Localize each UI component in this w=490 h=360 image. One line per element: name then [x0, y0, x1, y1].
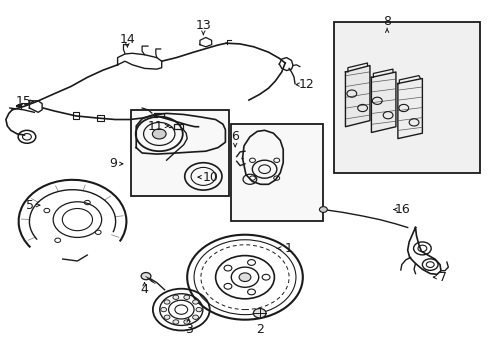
Circle shape	[173, 295, 179, 300]
Polygon shape	[398, 78, 422, 139]
Circle shape	[164, 300, 170, 304]
Bar	[174, 124, 183, 129]
Polygon shape	[371, 72, 396, 132]
Circle shape	[239, 273, 251, 282]
Circle shape	[173, 320, 179, 324]
Text: 15: 15	[16, 95, 31, 108]
Bar	[334, 22, 480, 173]
Circle shape	[152, 129, 166, 139]
Text: 7: 7	[440, 271, 447, 284]
Text: 1: 1	[285, 242, 293, 255]
Text: 9: 9	[109, 157, 117, 170]
Text: 11: 11	[148, 120, 164, 132]
Text: 14: 14	[120, 33, 135, 46]
Text: 16: 16	[395, 203, 411, 216]
Circle shape	[196, 307, 202, 312]
Text: 5: 5	[26, 199, 34, 212]
Circle shape	[319, 207, 327, 212]
Text: 8: 8	[383, 15, 391, 28]
Circle shape	[184, 295, 190, 300]
Polygon shape	[345, 66, 370, 127]
Circle shape	[184, 320, 190, 324]
Circle shape	[253, 309, 266, 318]
Text: 3: 3	[185, 323, 193, 336]
Circle shape	[193, 300, 198, 304]
Circle shape	[164, 315, 170, 319]
Circle shape	[193, 315, 198, 319]
Bar	[73, 112, 79, 119]
Text: 13: 13	[196, 19, 211, 32]
Text: 4: 4	[141, 283, 148, 296]
Bar	[97, 115, 104, 121]
Bar	[231, 124, 323, 221]
Bar	[131, 110, 229, 196]
Text: 12: 12	[298, 78, 314, 91]
Text: 6: 6	[231, 130, 239, 143]
Circle shape	[161, 307, 167, 312]
Text: 2: 2	[256, 323, 264, 336]
Circle shape	[141, 273, 151, 280]
Text: 10: 10	[203, 171, 219, 184]
